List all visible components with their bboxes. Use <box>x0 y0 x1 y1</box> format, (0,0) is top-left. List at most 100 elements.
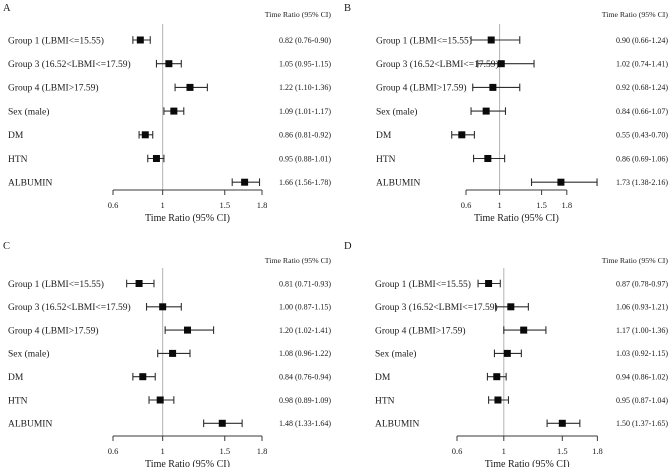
row-label: Group 4 (LBMI>17.59) <box>376 83 467 94</box>
ci-whisker <box>145 302 182 311</box>
x-axis-tick-label: 1 <box>501 446 505 456</box>
row-label: ALBUMIN <box>8 419 52 429</box>
ci-whisker <box>486 372 507 380</box>
x-axis-tick-label: 0.6 <box>460 200 471 210</box>
row-label: DM <box>376 131 392 141</box>
ci-whisker <box>487 395 509 404</box>
ci-whisker <box>469 36 520 44</box>
row-label: HTN <box>8 396 28 406</box>
ci-whisker <box>138 131 154 139</box>
ci-value: 1.48 (1.33-1.64) <box>279 419 331 428</box>
x-axis-tick-label: 1 <box>161 200 165 210</box>
x-axis-tick-label: 1.8 <box>561 200 572 210</box>
ci-value: 1.20 (1.02-1.41) <box>279 325 331 334</box>
point-estimate-marker <box>493 396 501 403</box>
ci-value: 1.09 (1.01-1.17) <box>279 107 331 116</box>
point-estimate-marker <box>139 372 147 380</box>
point-estimate-marker <box>503 349 511 357</box>
row-label: DM <box>8 373 24 383</box>
ci-whisker <box>126 279 155 287</box>
x-axis-tick-label: 0.6 <box>108 200 119 210</box>
ci-value: 1.22 (1.10-1.36) <box>279 83 331 92</box>
ci-whisker <box>132 372 156 380</box>
ci-whisker <box>132 36 151 44</box>
ci-whisker <box>148 395 175 404</box>
point-estimate-marker <box>484 279 492 287</box>
x-axis-tick-label: 1.5 <box>556 446 567 456</box>
row-label: Group 1 (LBMI<=15.55) <box>8 278 104 289</box>
forest-panel-canvas-d: D Time Ratio (95% CI) Group 1 (LBMI<=15.55… <box>344 241 668 467</box>
point-estimate-marker <box>556 178 564 186</box>
forest-panel-canvas-c: C Time Ratio (95% CI) Group 1 (LBMI<=15.55… <box>3 241 332 467</box>
panel-label: A <box>3 3 11 14</box>
ci-whisker <box>450 131 475 139</box>
ci-value: 1.50 (1.37-1.65) <box>616 419 668 428</box>
row-label: Group 3 (16.52<LBMI<=17.59) <box>8 302 131 313</box>
ci-whisker <box>477 279 501 287</box>
ci-whisker <box>155 59 182 68</box>
point-estimate-marker <box>457 131 465 139</box>
ci-whisker <box>164 325 215 334</box>
ci-value: 0.82 (0.76-0.90) <box>279 36 331 45</box>
x-axis-title: Time Ratio (95% CI) <box>484 459 569 467</box>
ci-whisker <box>493 349 522 357</box>
ci-value: 0.84 (0.66-1.07) <box>616 107 668 116</box>
point-estimate-marker <box>488 83 496 91</box>
ci-value: 0.84 (0.76-0.94) <box>279 372 331 381</box>
point-estimate-marker <box>165 60 173 68</box>
ci-value: 0.87 (0.78-0.97) <box>616 279 668 288</box>
ci-value: 0.86 (0.81-0.92) <box>279 131 331 140</box>
ci-whisker <box>472 154 505 163</box>
ci-value: 1.66 (1.56-1.78) <box>279 178 331 187</box>
point-estimate-marker <box>152 155 160 162</box>
row-label: Group 1 (LBMI<=15.55) <box>8 35 104 46</box>
row-label: DM <box>8 131 24 141</box>
forest-panel-a: A Time Ratio (95% CI) Group 1 (LBMI<=15.55… <box>0 0 335 239</box>
x-axis-tick-label: 1.8 <box>257 200 268 210</box>
row-label: ALBUMIN <box>375 419 419 429</box>
row-label: Sex (male) <box>375 348 416 359</box>
ci-whisker <box>157 349 191 357</box>
point-estimate-marker <box>169 349 177 357</box>
ci-column-header: Time Ratio (95% CI) <box>265 256 332 265</box>
row-label: ALBUMIN <box>8 179 52 189</box>
point-estimate-marker <box>136 36 144 44</box>
ci-whisker <box>163 107 185 115</box>
row-label: Group 1 (LBMI<=15.55) <box>375 278 471 289</box>
panel-label: D <box>344 241 352 252</box>
ci-value: 1.06 (0.93-1.21) <box>616 302 668 311</box>
ci-value: 1.00 (0.87-1.15) <box>279 302 331 311</box>
ci-column-header: Time Ratio (95% CI) <box>601 256 668 265</box>
row-label: Group 4 (LBMI>17.59) <box>8 83 99 94</box>
x-axis-tick-label: 1 <box>497 200 501 210</box>
ci-value: 0.86 (0.69-1.06) <box>616 154 668 163</box>
ci-whisker <box>147 154 165 163</box>
row-label: Group 1 (LBMI<=15.55) <box>376 35 472 46</box>
forest-panel-b: B Time Ratio (95% CI) Group 1 (LBMI<=15.55… <box>335 0 669 239</box>
point-estimate-marker <box>492 372 500 380</box>
x-axis-title: Time Ratio (95% CI) <box>145 213 230 224</box>
ci-column-header: Time Ratio (95% CI) <box>601 10 668 19</box>
row-label: Group 4 (LBMI>17.59) <box>8 325 99 336</box>
point-estimate-marker <box>241 178 249 186</box>
row-label: Sex (male) <box>376 106 417 117</box>
x-axis-tick-label: 1.5 <box>219 446 230 456</box>
x-axis-tick-label: 1.5 <box>219 200 230 210</box>
ci-value: 0.98 (0.89-1.09) <box>279 395 331 404</box>
ci-value: 0.92 (0.68-1.24) <box>616 83 668 92</box>
x-axis-tick-label: 1.8 <box>592 446 603 456</box>
point-estimate-marker <box>519 326 527 334</box>
ci-whisker <box>546 419 580 427</box>
ci-value: 1.03 (0.92-1.15) <box>616 349 668 358</box>
x-axis-tick-label: 1.5 <box>536 200 547 210</box>
point-estimate-marker <box>482 107 490 115</box>
row-label: Group 4 (LBMI>17.59) <box>375 325 466 336</box>
panel-label: B <box>344 3 351 14</box>
x-axis-tick-label: 0.6 <box>451 446 462 456</box>
forest-panel-canvas-b: B Time Ratio (95% CI) Group 1 (LBMI<=15.55… <box>344 3 668 224</box>
ci-value: 1.73 (1.38-2.16) <box>616 178 668 187</box>
row-label: DM <box>375 373 391 383</box>
ci-whisker <box>502 325 546 334</box>
point-estimate-marker <box>184 326 192 334</box>
